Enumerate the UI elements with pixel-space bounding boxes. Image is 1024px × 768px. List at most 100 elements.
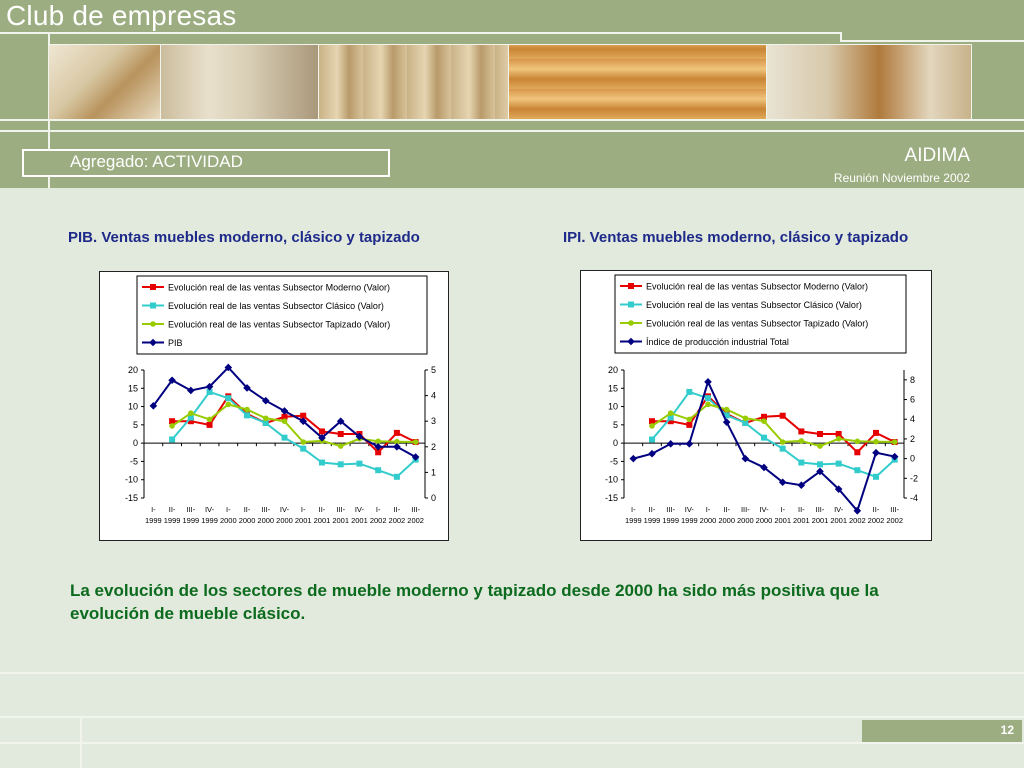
app-title: Club de empresas xyxy=(6,0,237,31)
x-tick-label: I-1999 xyxy=(625,505,642,525)
data-point xyxy=(890,452,899,461)
x-tick-label: I-2002 xyxy=(370,505,387,525)
data-point xyxy=(169,423,175,429)
y2-tick-label: 0 xyxy=(910,454,915,464)
data-point xyxy=(337,461,344,468)
data-point xyxy=(261,396,270,405)
data-point xyxy=(300,412,307,419)
photo-carpentry-workshop xyxy=(508,44,768,120)
page-number-box xyxy=(862,720,1022,742)
data-point xyxy=(686,416,693,423)
data-point xyxy=(169,418,176,425)
data-point xyxy=(723,412,730,419)
data-point xyxy=(742,415,749,422)
data-point xyxy=(394,438,400,445)
data-point xyxy=(262,415,269,422)
series-line xyxy=(633,378,895,513)
data-point xyxy=(206,416,213,423)
data-point xyxy=(393,443,401,451)
y2-tick-label: 6 xyxy=(910,395,915,405)
data-point xyxy=(704,378,712,386)
legend-marker xyxy=(628,301,634,308)
data-point xyxy=(761,418,767,424)
data-point xyxy=(262,420,269,427)
chart-pib: Evolución real de las ventas Subsector M… xyxy=(99,271,449,541)
data-point xyxy=(374,443,382,451)
data-point xyxy=(705,395,711,402)
data-point xyxy=(686,421,693,428)
data-point xyxy=(244,406,250,413)
y2-tick-label: -2 xyxy=(910,473,918,483)
data-point xyxy=(778,478,787,487)
data-point xyxy=(188,410,194,416)
data-point xyxy=(873,438,879,445)
y-tick-label: 20 xyxy=(128,365,138,375)
y2-tick-label: 1 xyxy=(431,467,436,477)
data-point xyxy=(761,413,767,420)
data-point xyxy=(835,435,842,442)
data-point xyxy=(798,459,805,466)
x-tick-label: IV-1999 xyxy=(681,505,698,525)
y-tick-label: -15 xyxy=(605,493,618,503)
meeting-subtitle: Reunión Noviembre 2002 xyxy=(833,171,970,185)
legend-label: Evolución real de las ventas Subsector M… xyxy=(646,282,868,292)
data-point xyxy=(169,436,176,443)
x-tick-label: I-1999 xyxy=(145,505,162,525)
data-point xyxy=(648,449,656,458)
data-point xyxy=(742,420,749,427)
data-point xyxy=(337,443,344,449)
data-point xyxy=(667,410,674,416)
legend-marker xyxy=(149,338,157,347)
data-point xyxy=(206,388,213,395)
data-point xyxy=(723,406,730,413)
footer-divider xyxy=(80,716,82,768)
data-point xyxy=(336,417,345,425)
x-tick-label: I-2001 xyxy=(295,505,312,525)
data-point xyxy=(318,459,325,466)
section-box xyxy=(22,149,390,177)
data-point xyxy=(149,402,158,410)
data-point xyxy=(206,421,213,428)
x-tick-label: II-2000 xyxy=(239,505,256,525)
x-tick-label: III-2002 xyxy=(886,505,903,525)
legend-marker xyxy=(628,283,634,289)
data-point xyxy=(412,439,419,445)
x-tick-label: II-2001 xyxy=(314,505,331,525)
series-line xyxy=(652,394,896,454)
data-point xyxy=(722,418,731,426)
data-point xyxy=(187,386,195,395)
data-point xyxy=(741,454,750,463)
legend-label: Evolución real de las ventas Subsector M… xyxy=(168,283,390,293)
data-point xyxy=(225,395,232,402)
header-divider xyxy=(0,119,1024,121)
series-line xyxy=(651,390,896,478)
x-tick-label: III-2001 xyxy=(812,505,829,525)
data-point xyxy=(411,453,420,461)
data-point xyxy=(817,431,823,437)
data-point xyxy=(393,429,400,436)
y-tick-label: -10 xyxy=(125,475,138,485)
data-point xyxy=(649,418,655,425)
conclusion-text: La evolución de los sectores de mueble m… xyxy=(70,581,879,623)
section-label: Agregado: ACTIVIDAD xyxy=(70,152,243,171)
y2-tick-label: 0 xyxy=(431,493,436,503)
y2-tick-label: 2 xyxy=(431,442,436,452)
data-point xyxy=(356,460,363,467)
x-tick-label: II-2002 xyxy=(868,505,885,525)
data-point xyxy=(854,449,861,456)
chart-ipi-svg: Evolución real de las ventas Subsector M… xyxy=(605,274,918,525)
data-point xyxy=(854,467,861,474)
x-tick-label: III-1999 xyxy=(662,505,679,525)
y2-tick-label: -4 xyxy=(910,493,918,503)
data-point xyxy=(375,467,382,474)
photo-bookshelves xyxy=(160,44,320,120)
data-point xyxy=(337,431,344,437)
data-point xyxy=(649,436,655,443)
header-divider xyxy=(0,32,840,34)
data-point xyxy=(375,438,381,445)
x-tick-label: I-2000 xyxy=(700,505,717,525)
header-divider xyxy=(0,130,1024,132)
footer-divider xyxy=(0,742,1024,744)
data-point xyxy=(281,418,288,424)
y-tick-label: 10 xyxy=(608,402,618,412)
